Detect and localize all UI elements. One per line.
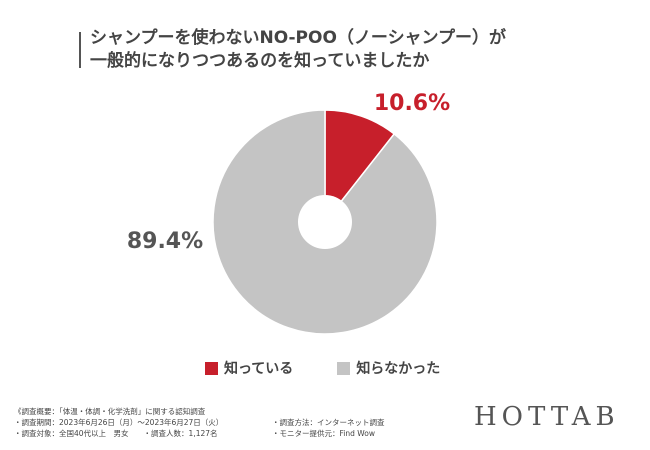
title-accent-bar	[79, 32, 81, 68]
data-label-known: 10.6%	[374, 91, 450, 116]
hottab-logo: HOTTAB	[474, 402, 620, 432]
legend-item-known: 知っている	[205, 358, 293, 378]
survey-note-2-left: ・調査期間：2023年6月26日（月）～2023年6月27日（火）	[14, 418, 224, 427]
survey-notes: 《調査概要：「体温・体調・化学洗剤」に関する認知調査 ・調査期間：2023年6月…	[14, 406, 385, 439]
chart-title-line-2: 一般的になりつつあるのを知っていましたか	[90, 51, 430, 71]
survey-note-2-right: ・調査方法：インターネット調査	[272, 418, 385, 427]
chart-title: シャンプーを使わないNO-POO（ノーシャンプー）が 一般的になりつつあるのを知…	[90, 27, 630, 73]
survey-note-1-left: 《調査概要：「体温・体調・化学洗剤」に関する認知調査	[14, 407, 206, 416]
legend-swatch-known	[205, 361, 218, 375]
legend-item-unknown: 知らなかった	[337, 358, 440, 378]
donut-hole	[298, 195, 352, 249]
data-label-unknown: 89.4%	[127, 229, 203, 254]
legend-label-unknown: 知らなかった	[356, 361, 441, 377]
survey-note-row-2: ・調査期間：2023年6月26日（月）～2023年6月27日（火） ・調査方法：…	[14, 417, 385, 428]
survey-note-3-left: ・調査対象：全国40代以上 男女 ・調査人数：1,127名	[14, 429, 218, 438]
chart-title-line-1: シャンプーを使わないNO-POO（ノーシャンプー）が	[90, 28, 507, 48]
survey-note-row-1: 《調査概要：「体温・体調・化学洗剤」に関する認知調査	[14, 406, 223, 417]
pie-slice-known	[324, 109, 396, 225]
legend-label-known: 知っている	[224, 361, 294, 377]
survey-note-3-right: ・モニター提供元：Find Wow	[272, 429, 375, 438]
legend-swatch-unknown	[337, 361, 351, 375]
chart-legend: 知っている 知らなかった	[205, 358, 484, 378]
survey-note-row-3: ・調査対象：全国40代以上 男女 ・調査人数：1,127名 ・モニター提供元：F…	[14, 428, 375, 439]
